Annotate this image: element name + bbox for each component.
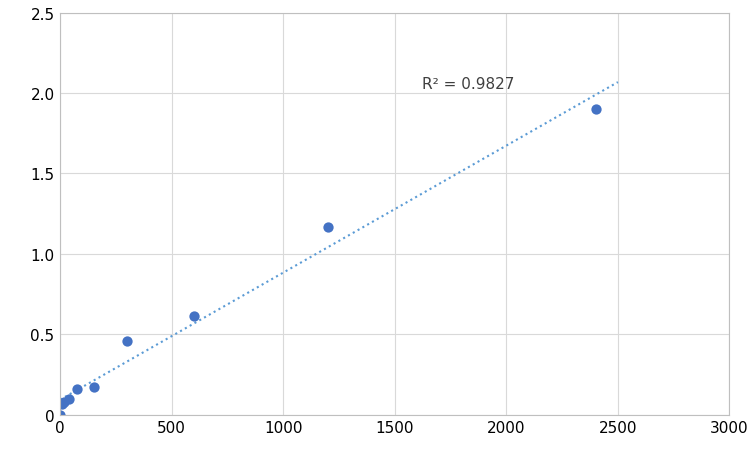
Point — [62, 395, 74, 402]
Point — [56, 401, 68, 408]
Point — [188, 313, 200, 320]
Point — [87, 383, 99, 391]
Point — [59, 399, 71, 406]
Point — [121, 337, 133, 345]
Text: R² = 0.9827: R² = 0.9827 — [422, 77, 514, 92]
Point — [590, 106, 602, 114]
Point — [71, 386, 83, 393]
Point — [322, 223, 334, 230]
Point — [54, 411, 66, 418]
